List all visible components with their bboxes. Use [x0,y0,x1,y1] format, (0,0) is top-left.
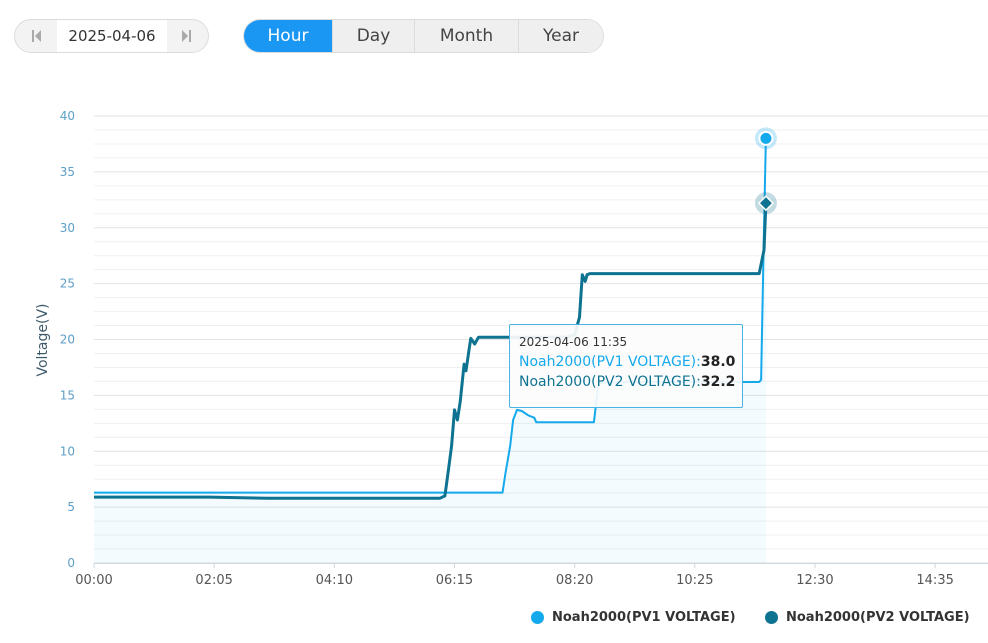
y-tick-label: 15 [60,388,75,402]
legend-label-pv2: Noah2000(PV2 VOLTAGE) [786,610,970,625]
series-pv2-line [94,203,768,500]
date-picker: 2025-04-06 [14,19,209,53]
x-tick-label: 14:35 [916,573,953,588]
x-tick-label: 08:20 [556,573,593,588]
x-tick-label: 02:05 [195,573,232,588]
y-tick-label: 40 [60,109,75,123]
tooltip-label-pv2: Noah2000(PV2 VOLTAGE): [519,374,701,390]
legend-item-pv2[interactable]: Noah2000(PV2 VOLTAGE) [765,610,970,625]
y-tick-label: 10 [60,444,75,458]
y-axis-ticks: 0 5 10 15 20 25 30 35 40 [60,109,75,570]
step-forward-icon [182,30,191,42]
legend-label-pv1: Noah2000(PV1 VOLTAGE) [552,610,736,625]
tooltip-row-pv1: Noah2000(PV1 VOLTAGE):38.0 [519,354,742,370]
y-tick-label: 35 [60,165,75,179]
next-date-button[interactable] [168,20,204,52]
period-tabs: Hour Day Month Year [243,19,604,53]
legend-marker-pv1 [531,611,544,624]
y-tick-label: 25 [60,277,75,291]
tooltip-value-pv1: 38.0 [700,354,736,370]
tooltip-label-pv1: Noah2000(PV1 VOLTAGE): [519,354,701,370]
tab-hour[interactable]: Hour [244,20,332,52]
y-tick-label: 20 [60,333,75,347]
marker-pv2 [757,195,775,212]
marker-pv1 [758,130,774,146]
x-axis-ticks: 00:00 02:05 04:10 06:15 08:20 10:25 12:30 14:35 [75,563,954,588]
chart-markers [754,127,777,215]
tooltip-value-pv2: 32.2 [700,374,736,390]
step-back-icon [32,30,41,42]
x-tick-label: 04:10 [316,573,353,588]
x-tick-label: 06:15 [436,573,473,588]
tab-year[interactable]: Year [518,20,603,52]
tooltip-row-pv2: Noah2000(PV2 VOLTAGE):32.2 [519,374,742,390]
legend-marker-pv2 [765,611,778,624]
y-tick-label: 0 [67,556,75,570]
x-tick-label: 00:00 [75,573,112,588]
date-display[interactable]: 2025-04-06 [57,20,167,52]
y-tick-label: 5 [67,500,75,514]
series-pv1-area [94,138,766,563]
x-tick-label: 12:30 [796,573,833,588]
y-axis-label: Voltage(V) [35,303,51,376]
tab-day[interactable]: Day [332,20,414,52]
legend-item-pv1[interactable]: Noah2000(PV1 VOLTAGE) [531,610,736,625]
x-tick-label: 10:25 [676,573,713,588]
tab-month[interactable]: Month [414,20,518,52]
tooltip-date: 2025-04-06 11:35 [519,335,628,349]
prev-date-button[interactable] [19,20,55,52]
chart-tooltip: 2025-04-06 11:35 Noah2000(PV1 VOLTAGE):3… [509,324,743,408]
y-tick-label: 30 [60,221,75,235]
